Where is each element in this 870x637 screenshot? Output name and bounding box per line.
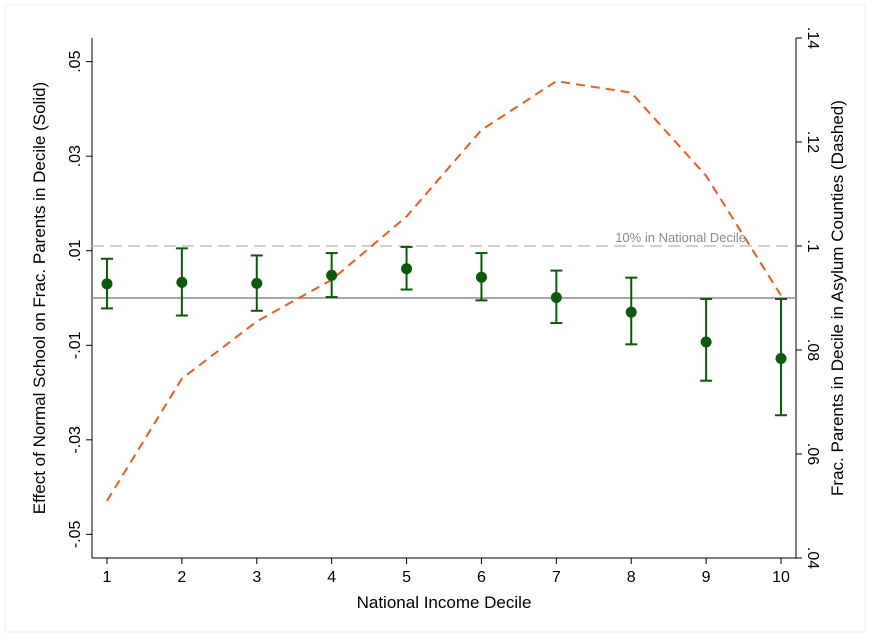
plot-frame xyxy=(4,4,866,633)
data-point xyxy=(176,276,188,288)
dashed-series-layer xyxy=(106,80,782,502)
left-y-tick-label: .01 xyxy=(67,240,84,262)
data-point xyxy=(251,277,263,289)
left-y-tick-label: -.03 xyxy=(67,426,84,454)
points-series-layer xyxy=(100,245,788,417)
right-y-axis-title: Frac. Parents in Decile in Asylum Counti… xyxy=(828,100,847,496)
x-tick-label: 2 xyxy=(177,569,186,586)
data-point xyxy=(625,306,637,318)
x-axis-title: National Income Decile xyxy=(357,593,532,612)
x-tick-label: 9 xyxy=(702,569,711,586)
x-tick-label: 7 xyxy=(552,569,561,586)
data-point xyxy=(101,278,113,290)
left-y-tick-label: .03 xyxy=(67,145,84,167)
data-point xyxy=(475,271,487,283)
data-point xyxy=(775,353,787,365)
data-point xyxy=(700,336,712,348)
x-tick-label: 10 xyxy=(772,569,790,586)
right-y-tick-label: .04 xyxy=(804,547,821,569)
left-y-tick-label: -.01 xyxy=(67,331,84,359)
right-y-tick-label: .08 xyxy=(804,339,821,361)
right-y-tick-label: .14 xyxy=(804,27,821,49)
axes-layer: 1 2 3 4 5 6 7 8 9 10 -.05 -.03 -.01 .01 .03 .05 .04 .06 .0… xyxy=(67,27,821,586)
reference-lines-layer: 10% in National Decile xyxy=(92,230,796,299)
data-point xyxy=(326,269,338,281)
x-tick-label: 8 xyxy=(627,569,636,586)
dashed-series-line xyxy=(106,80,782,502)
x-tick-label: 6 xyxy=(477,569,486,586)
x-tick-label: 3 xyxy=(252,569,261,586)
left-y-tick-label: .05 xyxy=(67,50,84,72)
x-tick-label: 1 xyxy=(103,569,112,586)
right-y-tick-label: .12 xyxy=(804,131,821,153)
reference-line-label: 10% in National Decile xyxy=(615,230,746,245)
right-y-tick-label: .1 xyxy=(804,239,821,252)
data-point xyxy=(401,263,413,275)
x-tick-label: 4 xyxy=(327,569,336,586)
left-y-tick-label: -.05 xyxy=(67,520,84,548)
right-y-tick-label: .06 xyxy=(804,443,821,465)
data-point xyxy=(550,292,562,304)
x-tick-label: 5 xyxy=(402,569,411,586)
left-y-axis-title: Effect of Normal School on Frac. Parents… xyxy=(30,82,49,514)
